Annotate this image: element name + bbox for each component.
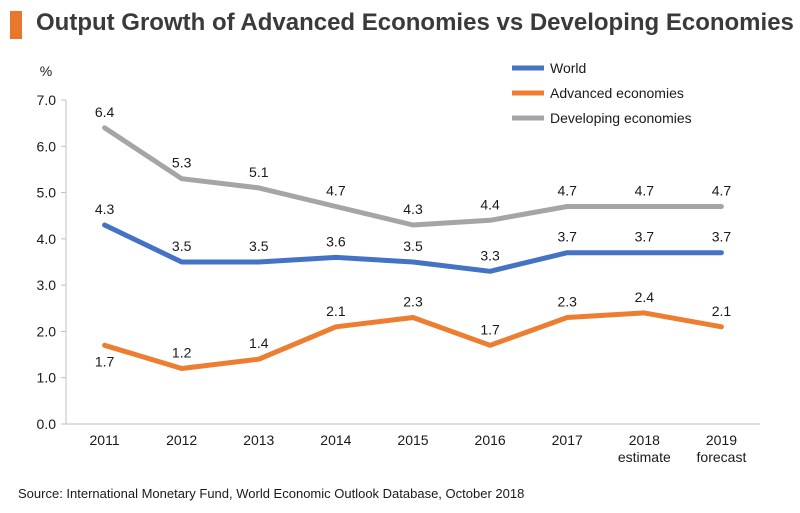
x-tick-label: 2016 — [475, 432, 506, 448]
data-label-world: 3.7 — [712, 229, 732, 245]
data-label-developing-economies: 5.1 — [249, 164, 269, 180]
data-label-world: 3.3 — [480, 247, 500, 263]
legend-label: Advanced economies — [550, 85, 684, 101]
y-tick-label: 7.0 — [37, 92, 57, 108]
data-label-developing-economies: 4.7 — [635, 182, 655, 198]
legend-label: Developing economies — [550, 110, 692, 126]
x-tick-label: 2013 — [243, 432, 274, 448]
chart-title: Output Growth of Advanced Economies vs D… — [36, 9, 794, 36]
data-label-advanced-economies: 2.3 — [403, 294, 423, 310]
y-axis-unit-label: % — [40, 63, 52, 79]
source-note: Source: International Monetary Fund, Wor… — [18, 486, 525, 501]
y-tick-label: 6.0 — [37, 138, 57, 154]
data-label-advanced-economies: 1.2 — [172, 344, 192, 360]
data-label-developing-economies: 4.3 — [403, 201, 423, 217]
x-tick-label: 2018 estimate — [618, 432, 671, 465]
data-label-world: 3.7 — [557, 229, 577, 245]
data-label-world: 3.5 — [172, 238, 192, 254]
data-label-world: 3.5 — [249, 238, 269, 254]
y-tick-label: 4.0 — [37, 231, 57, 247]
x-tick-label: 2017 — [552, 432, 583, 448]
x-tick-label: 2011 — [90, 432, 120, 448]
data-label-developing-economies: 4.7 — [712, 182, 732, 198]
data-label-world: 3.6 — [326, 233, 346, 249]
x-tick-label: 2014 — [320, 432, 351, 448]
data-label-advanced-economies: 2.1 — [326, 303, 346, 319]
data-label-developing-economies: 5.3 — [172, 155, 192, 171]
title-accent-bar — [10, 11, 22, 39]
y-tick-label: 3.0 — [37, 277, 57, 293]
legend-label: World — [550, 60, 586, 76]
data-label-developing-economies: 6.4 — [95, 104, 115, 120]
y-tick-label: 0.0 — [37, 416, 57, 432]
data-label-world: 4.3 — [95, 201, 115, 217]
data-label-advanced-economies: 2.3 — [557, 294, 577, 310]
x-tick-label: 2019 forecast — [697, 432, 747, 465]
series-line-advanced-economies — [102, 310, 724, 371]
data-label-advanced-economies: 1.7 — [95, 353, 115, 369]
data-label-developing-economies: 4.7 — [557, 182, 577, 198]
x-tick-label: 2015 — [397, 432, 428, 448]
y-tick-label: 2.0 — [37, 323, 57, 339]
data-label-advanced-economies: 2.4 — [635, 289, 655, 305]
data-label-advanced-economies: 1.7 — [480, 321, 500, 337]
data-label-advanced-economies: 1.4 — [249, 335, 269, 351]
data-label-world: 3.7 — [635, 229, 655, 245]
x-tick-label: 2012 — [166, 432, 197, 448]
data-label-developing-economies: 4.4 — [480, 196, 500, 212]
y-tick-label: 1.0 — [37, 370, 57, 386]
data-label-developing-economies: 4.7 — [326, 182, 346, 198]
data-label-world: 3.5 — [403, 238, 423, 254]
y-tick-label: 5.0 — [37, 185, 57, 201]
data-label-advanced-economies: 2.1 — [712, 303, 732, 319]
